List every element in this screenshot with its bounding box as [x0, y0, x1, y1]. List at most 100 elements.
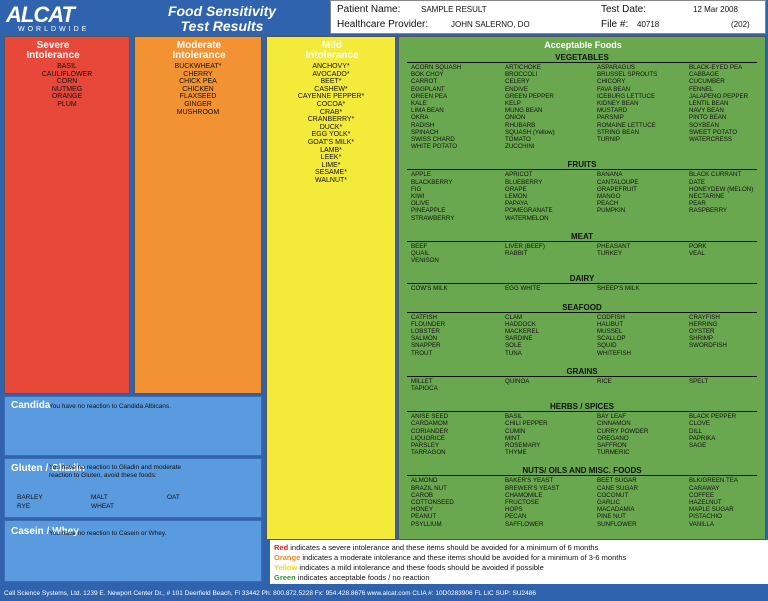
legend-color-word: Orange	[274, 553, 301, 562]
food-item: CHICK PEA	[179, 78, 217, 86]
food-column: PORK VEAL	[689, 243, 707, 257]
food-item: TURNIP	[597, 136, 621, 144]
food-item: PARSNIP	[597, 114, 624, 122]
food-column: BLACK CURRANT DATE HONEYDEW (MELON) NECTARI…	[689, 171, 753, 214]
food-column: BEEF QUAIL VENISON	[411, 243, 439, 265]
food-item: SOYBEAN	[689, 121, 719, 129]
food-item: LIMA BEAN	[411, 107, 444, 115]
food-item: NUTMEG	[51, 85, 83, 93]
food-item: MACKEREL	[505, 328, 540, 335]
food-item: FENNEL	[689, 85, 714, 93]
food-item: SPINACH	[411, 128, 439, 136]
food-item: CLOVE	[689, 420, 710, 428]
food-item: CARDAMOM	[411, 420, 448, 428]
food-item: CODFISH	[597, 313, 625, 321]
food-item: POMEGRANATE	[505, 207, 553, 215]
gluten-title: Gluten / Gliadin	[11, 463, 85, 474]
food-item: BRAZIL NUT	[411, 484, 447, 492]
food-item: LEMON	[505, 193, 528, 200]
food-item: COW'S MILK	[411, 285, 448, 293]
food-item: FIG	[411, 185, 422, 193]
food-column: MILLET TAPIOCA	[411, 378, 438, 392]
food-item: PORK	[689, 242, 707, 250]
section-heading: VEGETABLES	[407, 53, 757, 63]
food-item: WHITEFISH	[597, 349, 632, 357]
food-item: HONEYDEW (MELON)	[689, 185, 754, 193]
food-column: SPELT	[689, 378, 708, 385]
food-item: HERRING	[689, 320, 718, 328]
legend-line: Yellow indicates a mild intolerance and …	[274, 563, 768, 573]
food-item: SHRIMP	[689, 335, 714, 343]
food-item: MANGO	[597, 193, 621, 200]
food-item: SQUASH (Yellow)	[505, 128, 555, 136]
food-item: CHICORY	[597, 78, 626, 86]
food-column: BAKER'S YEAST BREWER'S YEAST CHAMOMILE FRUC…	[505, 477, 559, 527]
food-item: PAPAYA	[505, 200, 528, 208]
food-item: SAFFLOWER	[505, 520, 544, 528]
food-item: SOLE	[505, 342, 522, 350]
footer: Cell Science Systems, Ltd. 1239 E. Newpo…	[4, 590, 536, 597]
food-item: COCONUT	[597, 491, 629, 499]
report-title: Food Sensitivity Test Results	[132, 4, 312, 34]
food-item: ASPARAGUS	[597, 64, 636, 71]
food-item: BLACK-EYED PEA	[689, 64, 743, 71]
food-item: CANTALOUPE	[597, 178, 639, 186]
food-item: APPLE	[411, 171, 431, 179]
food-item: CABBAGE	[689, 71, 719, 79]
food-item: GREEN PEA	[411, 92, 448, 100]
section-heading: HERBS / SPICES	[407, 402, 757, 413]
food-item: CLAM	[505, 313, 523, 321]
food-column: APPLE BLACKBERRY FIG KIWI OLIVE PINEAPPLE STRA…	[411, 171, 454, 221]
food-item: SUNFLOWER	[597, 520, 637, 528]
food-column: ANISE SEED CARDAMOM CORIANDER LIQUORICE PARS…	[411, 413, 448, 456]
food-item: TROUT	[411, 349, 433, 357]
food-column: BASIL CHILI PEPPER CUMIN MINT ROSEMARY THYME	[505, 413, 548, 456]
provider-label: Healthcare Provider:	[337, 19, 429, 30]
food-item: DATE	[689, 178, 706, 186]
food-item: GOAT'S MILK*	[307, 138, 355, 146]
logo-brand: ALCAT	[6, 2, 75, 27]
food-column: LIVER (BEEF) RABBIT	[505, 243, 545, 257]
file-value: 40718	[637, 20, 660, 29]
food-item: AVOCADO*	[312, 70, 350, 78]
food-item: VENISON	[411, 257, 439, 265]
food-item: WATERMELON	[505, 214, 549, 222]
food-item: COTTONSEED	[411, 499, 454, 506]
food-item: COCOA*	[316, 100, 346, 108]
food-column: ARTICHOKE BROCCOLI CELERY ENDIVE GREEN PEPPE…	[505, 64, 555, 150]
food-item: SALMON	[411, 335, 438, 343]
food-item: CHERRY	[183, 70, 213, 78]
food-item: TOMATO	[505, 136, 531, 144]
section-heading: SEAFOOD	[407, 303, 757, 313]
food-column: CLAM HADDOCK MACKEREL SARDINE SOLE TUNA	[505, 314, 539, 357]
food-item: PARSLEY	[411, 442, 440, 449]
food-item: KALE	[411, 100, 427, 108]
food-item: SAFFRON	[597, 442, 627, 449]
food-item: HALIBUT	[597, 320, 624, 328]
candida-text: You have no reaction to Candida Albicans…	[49, 403, 171, 410]
section-heading: MEAT	[407, 232, 757, 242]
food-item: ZUCCHINI	[505, 143, 535, 151]
legend-color-word: Green	[274, 573, 296, 582]
food-item: ENDIVE	[505, 85, 529, 93]
food-item: PEANUT	[411, 513, 437, 521]
report-title-line1: Food Sensitivity	[167, 3, 277, 19]
food-item: MUNG BEAN	[505, 107, 543, 115]
food-column: CRAYFISH HERRING OYSTER SHRIMP SWORDFISH	[689, 314, 727, 350]
food-item: KIWI	[411, 193, 425, 200]
legend-text: indicates a severe intolerance and these…	[288, 543, 599, 552]
casein-title: Casein / Whey	[11, 526, 79, 537]
legend-line: Orange indicates a moderate intolerance …	[274, 553, 768, 563]
food-item: NECTARINE	[689, 193, 725, 200]
food-item: NAVY BEAN	[689, 107, 724, 115]
acceptable-column: Acceptable Foods VEGETABLES ACORN SQUASH B…	[398, 36, 766, 540]
food-item: CUMIN	[505, 427, 526, 435]
provider-value: JOHN SALERNO, DO	[451, 20, 530, 29]
food-item: PAPRIKA	[689, 434, 716, 442]
gluten-food: OAT	[167, 494, 180, 501]
food-item: CAULIFLOWER	[41, 70, 93, 78]
food-item: OKRA	[411, 114, 429, 122]
food-item: SAGE	[689, 442, 707, 449]
food-item: ANISE SEED	[411, 413, 449, 421]
food-item: LIME*	[321, 161, 341, 169]
